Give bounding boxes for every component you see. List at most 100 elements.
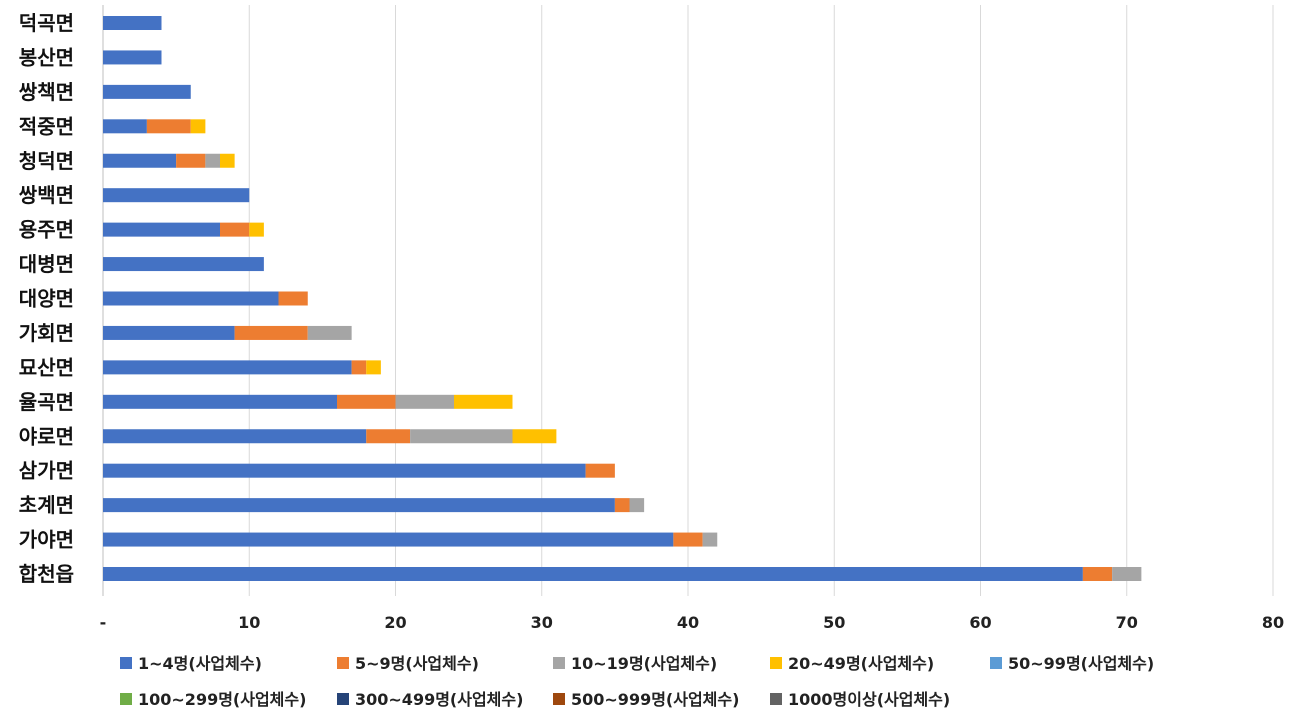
x-tick-label: -	[100, 613, 107, 632]
legend-label: 100~299명(사업체수)	[138, 690, 306, 709]
bar-segment-1	[103, 463, 586, 478]
bar-segment-4	[366, 360, 381, 375]
bar-segment-2	[585, 463, 615, 478]
bar-segment-2	[220, 222, 250, 237]
legend-label: 50~99명(사업체수)	[1008, 654, 1154, 673]
legend-item: 1000명이상(사업체수)	[770, 690, 950, 709]
legend-item: 5~9명(사업체수)	[337, 654, 479, 673]
bar-segment-4	[190, 119, 206, 134]
x-tick-label: 70	[1116, 613, 1138, 632]
bar-segment-1	[103, 532, 674, 547]
legend-label: 300~499명(사업체수)	[355, 690, 523, 709]
legend-swatch	[770, 693, 782, 705]
bar-segment-1	[103, 360, 352, 375]
bar-segment-3	[702, 532, 718, 547]
legend-item: 1~4명(사업체수)	[120, 654, 262, 673]
bar-segment-2	[176, 153, 206, 168]
legend-swatch	[553, 657, 565, 669]
legend-swatch	[553, 693, 565, 705]
bar-segment-4	[220, 153, 235, 168]
bar-segment-3	[1112, 567, 1142, 581]
category-label: 봉산면	[19, 45, 74, 69]
category-label: 묘산면	[19, 355, 74, 379]
bar-segment-3	[629, 498, 645, 513]
legend: 1~4명(사업체수) 5~9명(사업체수) 10~19명(사업체수) 20~49명(사…	[120, 654, 1154, 709]
x-tick-label: 10	[238, 613, 260, 632]
legend-swatch	[990, 657, 1002, 669]
bar-segment-1	[103, 50, 162, 65]
x-tick-label: 50	[823, 613, 845, 632]
category-label: 대병면	[19, 252, 74, 276]
category-label: 대양면	[19, 287, 74, 311]
bar-segment-1	[103, 498, 615, 513]
legend-item: 300~499명(사업체수)	[337, 690, 523, 709]
bar-segment-2	[278, 291, 308, 306]
bar-segment-2	[1082, 567, 1113, 581]
legend-swatch	[120, 693, 132, 705]
bar-segment-1	[103, 119, 147, 134]
bar-segment-4	[512, 429, 557, 444]
legend-item: 50~99명(사업체수)	[990, 654, 1154, 673]
category-label: 합천읍	[19, 562, 74, 586]
legend-swatch	[337, 693, 349, 705]
bar-segment-1	[103, 567, 1083, 581]
x-tick-labels: - 10 20 30 40 50 60 70 80	[100, 613, 1284, 632]
category-label: 청덕면	[19, 149, 74, 173]
legend-label: 20~49명(사업체수)	[788, 654, 934, 673]
legend-swatch	[770, 657, 782, 669]
legend-swatch	[337, 657, 349, 669]
bar-segment-2	[234, 325, 308, 340]
legend-label: 1000명이상(사업체수)	[788, 690, 950, 709]
bar-segment-1	[103, 257, 264, 272]
category-labels: 덕곡면봉산면쌍책면적중면청덕면쌍백면용주면대병면대양면가회면묘산면율곡면야로면삼…	[19, 11, 74, 586]
bar-segment-1	[103, 291, 279, 306]
category-label: 가회면	[19, 321, 74, 345]
bar-segment-2	[146, 119, 191, 134]
legend-label: 1~4명(사업체수)	[138, 654, 262, 673]
x-tick-label: 20	[384, 613, 406, 632]
category-label: 덕곡면	[19, 11, 74, 35]
bar-segment-1	[103, 325, 235, 340]
category-label: 초계면	[19, 493, 74, 517]
legend-item: 100~299명(사업체수)	[120, 690, 306, 709]
category-label: 용주면	[19, 218, 74, 242]
category-label: 쌍책면	[19, 80, 74, 104]
gridlines	[102, 5, 1274, 596]
category-label: 야로면	[19, 424, 74, 448]
category-label: 적중면	[19, 114, 74, 138]
bars	[103, 16, 1142, 581]
category-label: 삼가면	[19, 459, 74, 483]
x-tick-label: 60	[969, 613, 991, 632]
bar-segment-1	[103, 84, 191, 99]
bar-segment-1	[103, 394, 337, 409]
bar-segment-4	[249, 222, 264, 237]
legend-label: 10~19명(사업체수)	[571, 654, 717, 673]
bar-segment-1	[103, 153, 177, 168]
bar-segment-3	[395, 394, 454, 409]
legend-item: 10~19명(사업체수)	[553, 654, 717, 673]
bar-segment-2	[366, 429, 411, 444]
bar-segment-2	[337, 394, 396, 409]
x-tick-label: 80	[1262, 613, 1284, 632]
bar-segment-3	[410, 429, 513, 444]
legend-item: 20~49명(사업체수)	[770, 654, 934, 673]
bar-segment-1	[103, 188, 250, 203]
legend-label: 5~9명(사업체수)	[355, 654, 479, 673]
x-tick-label: 40	[677, 613, 699, 632]
bar-segment-2	[614, 498, 630, 513]
bar-segment-3	[205, 153, 220, 168]
category-label: 쌍백면	[19, 183, 74, 207]
legend-swatch	[120, 657, 132, 669]
bar-segment-2	[673, 532, 703, 547]
x-tick-label: 30	[531, 613, 553, 632]
category-label: 율곡면	[19, 390, 74, 414]
bar-segment-3	[307, 325, 352, 340]
bar-segment-1	[103, 16, 162, 30]
legend-label: 500~999명(사업체수)	[571, 690, 739, 709]
bar-segment-2	[351, 360, 367, 375]
bar-segment-4	[454, 394, 513, 409]
bar-segment-1	[103, 222, 220, 237]
legend-item: 500~999명(사업체수)	[553, 690, 739, 709]
bar-segment-1	[103, 429, 367, 444]
